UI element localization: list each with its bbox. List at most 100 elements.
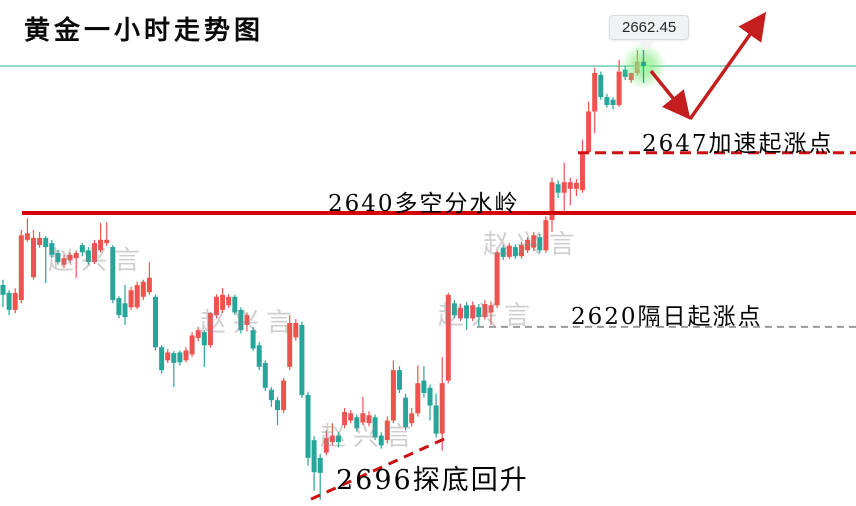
candle-body: [451, 303, 457, 316]
candle-body: [262, 362, 268, 388]
candle-body: [287, 322, 293, 367]
candle-body: [12, 292, 18, 310]
candle-body: [506, 245, 512, 257]
candle-body: [470, 305, 476, 319]
candle-body: [354, 417, 360, 429]
candle-body: [494, 252, 500, 306]
candle-body: [116, 298, 122, 316]
candle-body: [61, 258, 67, 265]
candle-body: [531, 235, 537, 248]
candle-body: [378, 435, 384, 446]
candle-body: [244, 315, 250, 325]
candle-body: [488, 305, 494, 313]
candle-body: [0, 285, 6, 295]
candle-body: [281, 380, 287, 411]
candle-body: [201, 332, 207, 346]
candle-body: [275, 400, 280, 411]
watermark: 赵兴言: [438, 301, 538, 331]
candle-body: [98, 239, 104, 251]
annotation-2640-divide-line: 2640多空分水岭: [328, 191, 520, 217]
candle-body: [85, 250, 91, 263]
candle-body: [329, 435, 335, 443]
candle-body: [567, 182, 573, 189]
forecast-down-arrow: [649, 69, 691, 120]
candle-body: [37, 237, 43, 246]
candle-body: [177, 352, 183, 363]
watermark: 赵兴言: [200, 308, 300, 338]
candle-body: [299, 324, 305, 395]
candle-body: [561, 182, 567, 193]
candle-body: [348, 413, 354, 421]
candle-body: [195, 330, 201, 339]
candle-body: [232, 296, 238, 313]
candle-body: [586, 111, 592, 153]
candle-body: [6, 292, 12, 310]
candle-body: [24, 233, 30, 240]
candle-body: [207, 313, 213, 346]
candle-body: [256, 345, 262, 367]
candle-body: [134, 285, 140, 308]
candle-body: [49, 243, 55, 255]
candle-body: [311, 440, 317, 473]
candle-body: [543, 220, 549, 251]
candle-body: [525, 239, 531, 251]
candle-body: [580, 152, 585, 191]
candle-body: [409, 413, 415, 424]
price-label-pointer-icon: [638, 41, 654, 50]
annotation-2620-interday-point: 2620隔日起涨点: [571, 304, 763, 330]
watermark: 赵兴言: [483, 230, 583, 260]
candle-body: [323, 438, 329, 453]
candle-body: [616, 71, 622, 105]
candle-body: [433, 405, 439, 434]
chart-title: 黄金一小时走势图: [24, 16, 265, 46]
candle-body: [537, 237, 543, 251]
candle-body: [305, 394, 311, 458]
annotation-2647-accel-point: 2647加速起涨点: [642, 131, 834, 157]
candle-body: [171, 353, 177, 363]
candle-body: [445, 294, 451, 381]
candle-body: [67, 254, 73, 261]
watermark: 赵兴言: [48, 246, 148, 276]
candle-body: [519, 245, 524, 257]
candle-body: [31, 237, 36, 278]
candle-body: [464, 305, 470, 319]
candle-body: [360, 413, 366, 423]
candle-body: [500, 247, 506, 257]
candle-body: [342, 412, 348, 426]
candle-body: [573, 182, 579, 189]
candle-body: [165, 352, 171, 361]
candle-body: [604, 97, 610, 105]
candle-body: [476, 307, 482, 318]
candle-body: [153, 296, 158, 348]
candle-body: [73, 252, 79, 259]
candle-body: [183, 350, 189, 361]
candle-body: [384, 420, 390, 441]
candle-body: [140, 281, 146, 297]
annotation-2696-bottom-rebound: 2696探底回升: [336, 465, 529, 496]
candle-body: [592, 72, 598, 112]
candle-body: [610, 99, 616, 105]
candle-body: [79, 245, 85, 253]
candle-body: [189, 335, 195, 355]
candle-body: [421, 380, 427, 394]
candle-body: [226, 296, 232, 306]
candle-body: [146, 277, 152, 293]
candle-body: [372, 417, 378, 438]
candle-body: [220, 294, 226, 310]
candle-body: [549, 182, 555, 221]
candle-body: [439, 383, 445, 434]
watermark: 赵兴言: [320, 422, 420, 452]
candle-body: [403, 397, 409, 428]
candle-body: [43, 237, 49, 248]
candle-body: [555, 184, 561, 193]
candle-body: [482, 303, 488, 318]
candle-body: [598, 74, 604, 98]
candle-body: [110, 247, 116, 301]
candle-body: [336, 435, 341, 443]
candle-body: [104, 239, 110, 244]
candle-body: [390, 370, 396, 421]
candle-body: [512, 247, 518, 257]
forecast-up-arrow: [688, 11, 767, 121]
